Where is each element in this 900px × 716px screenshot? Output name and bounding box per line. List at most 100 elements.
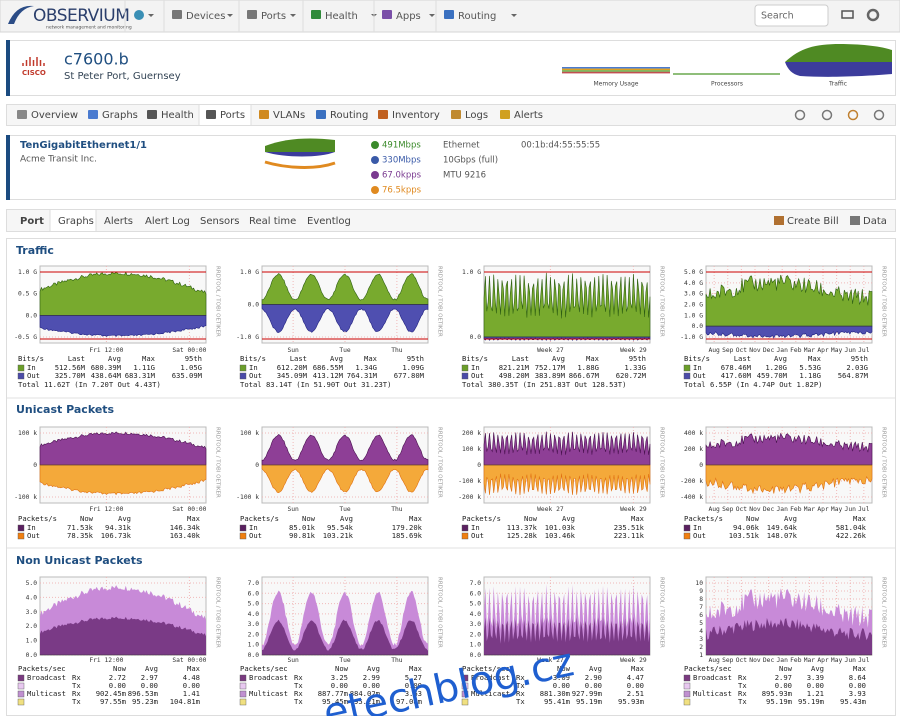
x-tick-label: Mar xyxy=(804,657,816,664)
device-tab[interactable]: Graphs xyxy=(102,110,138,121)
legend-header: Avg xyxy=(330,354,343,363)
legend-header: Max xyxy=(631,664,645,673)
legend-value: 1.09G xyxy=(402,363,424,372)
device-tab[interactable]: Logs xyxy=(465,110,488,121)
device-tab[interactable]: Ports xyxy=(220,110,245,121)
legend-name: In xyxy=(27,523,36,532)
device-location: St Peter Port, Guernsey xyxy=(64,71,181,82)
device-tab[interactable]: Alerts xyxy=(514,110,543,121)
legend-value: 821.21M xyxy=(499,363,530,372)
legend-value: 1.33G xyxy=(624,363,646,372)
port-tab[interactable]: Real time xyxy=(249,216,296,227)
legend-value: 0.00 xyxy=(405,681,422,690)
legend-dir: Tx xyxy=(72,681,81,690)
x-tick-label: Apr xyxy=(817,347,829,354)
legend-header: Avg xyxy=(784,514,797,523)
legend-value: 417.60M xyxy=(721,371,752,380)
legend-value: 4.47 xyxy=(627,673,644,682)
nav-item[interactable]: Routing xyxy=(458,11,496,22)
y-tick-label: -1.0 G xyxy=(236,334,259,341)
y-tick-label: 5.0 xyxy=(470,601,482,608)
legend-swatch xyxy=(461,532,469,540)
y-tick-label: 1.0 G xyxy=(240,269,259,276)
legend-value: 163.40k xyxy=(170,531,201,540)
mini-traffic-out xyxy=(785,62,892,77)
port-action[interactable]: Data xyxy=(863,216,887,227)
graph-area-out xyxy=(484,616,650,655)
y-tick-label: 2.0 xyxy=(248,631,260,638)
legend-header: Packets/s xyxy=(462,514,501,523)
port-tab[interactable]: Eventlog xyxy=(307,216,351,227)
tool-icon[interactable] xyxy=(794,109,806,121)
legend-header: Avg xyxy=(562,514,575,523)
nav-item[interactable]: Health xyxy=(325,11,358,22)
nav-item[interactable]: Devices xyxy=(186,11,225,22)
legend-value: 103.46k xyxy=(545,531,576,540)
port-tab[interactable]: Alerts xyxy=(104,216,133,227)
legend-value: 1.18G xyxy=(799,371,821,380)
x-tick-label: Fri 12:00 xyxy=(89,347,123,354)
legend-value: 1.88G xyxy=(577,363,599,372)
y-tick-label: -0.5 G xyxy=(14,334,37,341)
side-label: RRDTOOL / TOBI OETIKER xyxy=(215,266,221,337)
search-box[interactable] xyxy=(754,4,829,27)
graph-area-out xyxy=(705,325,873,339)
port-tab[interactable]: Sensors xyxy=(200,216,240,227)
x-tick-label: Sat 00:00 xyxy=(172,657,206,664)
y-tick-label: 400 k xyxy=(684,430,703,437)
caret xyxy=(429,14,435,17)
port-action[interactable]: Create Bill xyxy=(787,216,839,227)
legend-value: 95.93m xyxy=(618,697,644,706)
x-tick-label: Week 27 xyxy=(537,347,564,354)
tool-icon[interactable] xyxy=(873,109,885,121)
legend-value: 345.09M xyxy=(277,371,308,380)
port-tab[interactable]: Graphs xyxy=(58,216,94,227)
graph-area-out xyxy=(261,304,429,333)
legend-swatch xyxy=(17,372,25,380)
legend-value: 0.00 xyxy=(775,681,792,690)
legend-value: 0.00 xyxy=(109,681,126,690)
y-tick-label: 200 k xyxy=(462,430,481,437)
legend-value: 0.00 xyxy=(141,681,158,690)
legend-name: In xyxy=(249,363,258,372)
device-tab[interactable]: Inventory xyxy=(392,110,440,121)
x-tick-label: Fri 12:00 xyxy=(89,657,123,664)
nav-item[interactable]: Apps xyxy=(396,11,421,22)
legend-dir: Tx xyxy=(516,681,525,690)
device-tab[interactable]: Routing xyxy=(330,110,368,121)
legend-header: Last xyxy=(512,354,529,363)
legend-swatch xyxy=(683,682,691,690)
y-tick-label: 4.0 G xyxy=(684,280,703,287)
device-tab[interactable]: Overview xyxy=(31,110,78,121)
legend-value: 752.17M xyxy=(535,363,566,372)
legend-value: 95.19m xyxy=(798,697,824,706)
port-tabs xyxy=(6,209,896,232)
port-tab[interactable]: Alert Log xyxy=(145,216,190,227)
legend-value: 4.48 xyxy=(183,673,200,682)
y-tick-label: 7.0 xyxy=(248,580,260,587)
legend-header: Max xyxy=(364,354,378,363)
legend-value: 90.81k xyxy=(289,531,316,540)
legend-value: 383.89M xyxy=(535,371,566,380)
legend-header: Avg xyxy=(774,354,787,363)
tool-icon[interactable] xyxy=(847,109,859,121)
x-tick-label: Jan xyxy=(777,657,789,664)
x-tick-label: Dec xyxy=(763,506,775,513)
tagline: network management and monitoring xyxy=(46,25,132,31)
legend-value: 1.05G xyxy=(180,363,202,372)
tool-icon[interactable] xyxy=(821,109,833,121)
legend-value: 104.81m xyxy=(170,697,200,706)
device-tab[interactable]: Health xyxy=(161,110,194,121)
legend-dir: Rx xyxy=(516,673,525,682)
port-tab[interactable]: Port xyxy=(20,216,44,227)
x-tick-label: Week 27 xyxy=(537,657,564,664)
y-tick-label: 4 xyxy=(699,628,703,635)
device-accent xyxy=(6,40,10,96)
y-tick-label: 5.0 G xyxy=(684,269,703,276)
nav-item[interactable]: Ports xyxy=(261,11,286,22)
legend-swatch xyxy=(461,372,469,380)
port-stat: 76.5kpps xyxy=(382,186,422,196)
y-tick-label: 100 k xyxy=(18,430,37,437)
device-tab[interactable]: VLANs xyxy=(273,110,305,121)
